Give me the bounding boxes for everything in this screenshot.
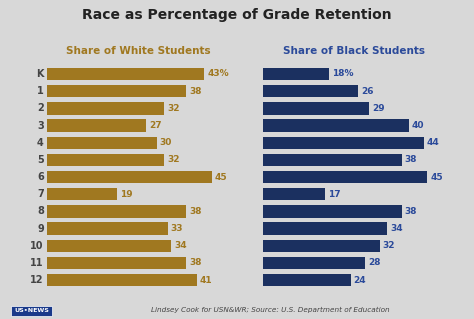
Text: 45: 45 xyxy=(430,173,443,182)
Text: 29: 29 xyxy=(372,104,384,113)
Text: 38: 38 xyxy=(405,207,417,216)
Text: 2: 2 xyxy=(37,103,44,113)
Text: 12: 12 xyxy=(30,275,44,285)
Bar xyxy=(47,68,204,80)
Bar xyxy=(47,205,186,218)
Bar xyxy=(263,257,365,269)
Bar xyxy=(263,154,402,166)
Bar xyxy=(263,85,358,97)
Bar xyxy=(263,68,329,80)
Bar xyxy=(47,119,146,132)
Bar xyxy=(47,102,164,115)
Text: K: K xyxy=(36,69,44,79)
Text: 34: 34 xyxy=(390,224,403,233)
Bar xyxy=(47,188,117,200)
Text: 11: 11 xyxy=(30,258,44,268)
Text: Lindsey Cook for USN&WR; Source: U.S. Department of Education: Lindsey Cook for USN&WR; Source: U.S. De… xyxy=(151,307,390,313)
Bar xyxy=(263,240,380,252)
Text: 1: 1 xyxy=(37,86,44,96)
Bar xyxy=(263,188,325,200)
Text: 4: 4 xyxy=(37,138,44,148)
Text: 38: 38 xyxy=(189,87,201,96)
Text: 27: 27 xyxy=(149,121,162,130)
Bar xyxy=(47,274,197,286)
Text: Share of Black Students: Share of Black Students xyxy=(283,46,425,56)
Text: 18%: 18% xyxy=(332,70,353,78)
Text: 44: 44 xyxy=(427,138,439,147)
Text: 38: 38 xyxy=(189,207,201,216)
Text: 32: 32 xyxy=(167,104,180,113)
Text: 19: 19 xyxy=(119,190,132,199)
Bar xyxy=(47,171,211,183)
Text: 38: 38 xyxy=(189,258,201,267)
Bar xyxy=(47,154,164,166)
Text: 8: 8 xyxy=(37,206,44,216)
Text: 5: 5 xyxy=(37,155,44,165)
Bar xyxy=(263,205,402,218)
Text: 32: 32 xyxy=(167,155,180,164)
Text: 17: 17 xyxy=(328,190,341,199)
Bar xyxy=(263,274,351,286)
Bar xyxy=(263,102,369,115)
Text: US•NEWS: US•NEWS xyxy=(14,308,49,313)
Bar xyxy=(47,85,186,97)
Bar xyxy=(263,171,428,183)
Bar xyxy=(263,137,424,149)
Text: 26: 26 xyxy=(361,87,374,96)
Bar xyxy=(263,119,409,132)
Bar xyxy=(47,137,157,149)
Text: 3: 3 xyxy=(37,121,44,130)
Text: 24: 24 xyxy=(354,276,366,285)
Text: 30: 30 xyxy=(160,138,172,147)
Text: 43%: 43% xyxy=(207,70,229,78)
Text: 38: 38 xyxy=(405,155,417,164)
Text: 41: 41 xyxy=(200,276,212,285)
Bar xyxy=(263,222,387,235)
Text: 45: 45 xyxy=(215,173,227,182)
Text: 34: 34 xyxy=(174,241,187,250)
Text: 7: 7 xyxy=(37,189,44,199)
Bar xyxy=(47,222,168,235)
Text: 6: 6 xyxy=(37,172,44,182)
Bar xyxy=(47,240,172,252)
Text: 40: 40 xyxy=(412,121,425,130)
Text: 32: 32 xyxy=(383,241,395,250)
Text: 33: 33 xyxy=(171,224,183,233)
Text: Share of White Students: Share of White Students xyxy=(66,46,211,56)
Bar xyxy=(47,257,186,269)
Text: 10: 10 xyxy=(30,241,44,251)
Text: 9: 9 xyxy=(37,224,44,234)
Text: Race as Percentage of Grade Retention: Race as Percentage of Grade Retention xyxy=(82,8,392,22)
Text: 28: 28 xyxy=(368,258,381,267)
